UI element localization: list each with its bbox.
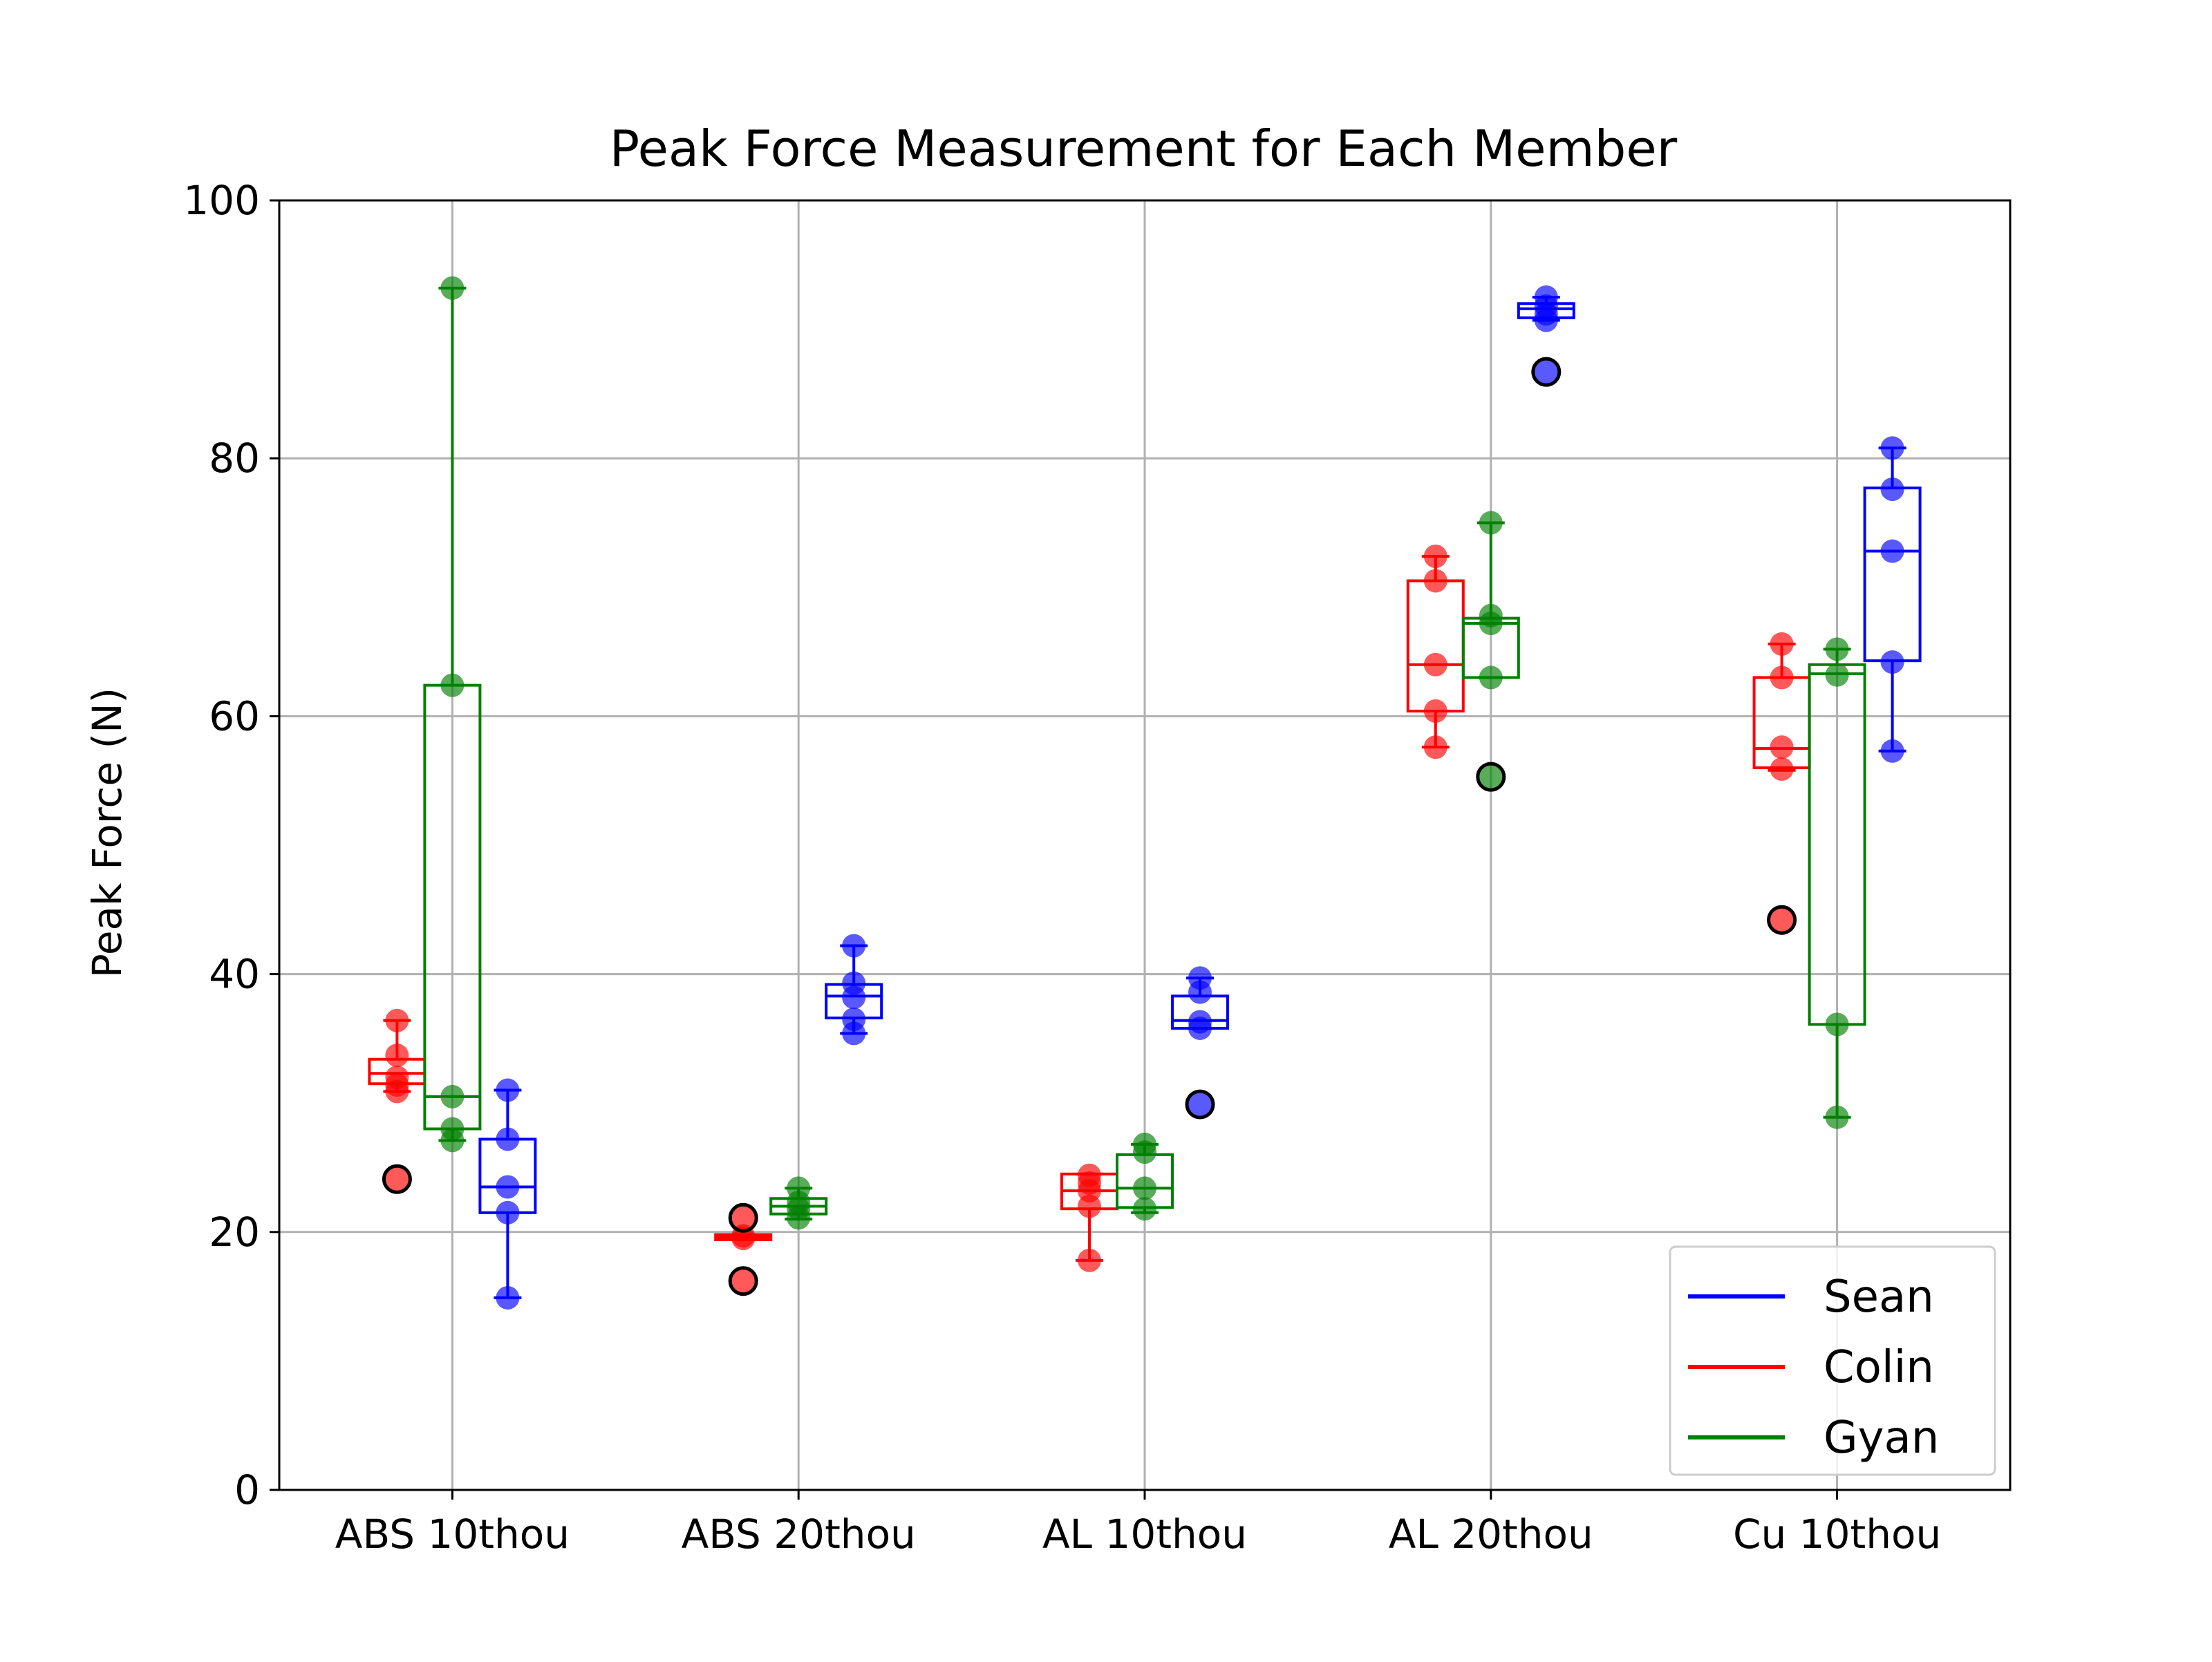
data-point bbox=[496, 1175, 520, 1199]
chart-title: Peak Force Measurement for Each Member bbox=[610, 120, 1678, 178]
legend-label-gyan: Gyan bbox=[1824, 1413, 1939, 1464]
data-point bbox=[1880, 436, 1904, 460]
box-group-gyan bbox=[1461, 511, 1520, 792]
outlier-point bbox=[1476, 762, 1506, 792]
data-point bbox=[1880, 539, 1904, 563]
data-point bbox=[385, 1073, 409, 1097]
outlier-point bbox=[1185, 1089, 1215, 1120]
legend-label-sean: Sean bbox=[1824, 1272, 1934, 1323]
y-tick-label: 0 bbox=[234, 1466, 260, 1513]
outlier-point bbox=[1531, 357, 1562, 387]
data-point bbox=[440, 276, 465, 300]
data-point bbox=[1880, 477, 1904, 501]
data-point bbox=[1825, 1012, 1849, 1037]
box-iqr bbox=[1406, 579, 1465, 712]
data-point bbox=[1479, 612, 1503, 636]
data-point bbox=[1133, 1176, 1156, 1200]
outlier-point bbox=[382, 1164, 412, 1194]
box-group-gyan bbox=[423, 276, 482, 1153]
data-point bbox=[1825, 663, 1849, 687]
data-point bbox=[1534, 308, 1558, 332]
box-group-sean bbox=[1863, 436, 1922, 763]
box-group-sean bbox=[1517, 285, 1575, 387]
box-group-sean bbox=[825, 934, 883, 1046]
data-point bbox=[1770, 735, 1794, 759]
box-group-gyan bbox=[1116, 1132, 1174, 1221]
data-point bbox=[496, 1200, 520, 1225]
box-group-colin bbox=[1406, 545, 1465, 759]
data-point bbox=[1078, 1248, 1101, 1272]
axes-layer: 0 20 40 60 80 100 ABS 10thou ABS 20thou AL 10tho… bbox=[183, 177, 2012, 1558]
data-point bbox=[440, 1129, 465, 1153]
data-point bbox=[1825, 1105, 1849, 1129]
data-point bbox=[1078, 1179, 1101, 1203]
outlier-point bbox=[728, 1202, 758, 1233]
box-group-colin bbox=[714, 1202, 773, 1296]
data-point bbox=[1423, 699, 1447, 723]
marks-layer bbox=[368, 276, 1922, 1310]
data-point bbox=[1770, 757, 1794, 781]
x-tick-label: Cu 10thou bbox=[1733, 1511, 1941, 1558]
y-tick-label: 100 bbox=[183, 177, 260, 224]
data-point bbox=[1188, 980, 1212, 1004]
data-point bbox=[385, 1044, 409, 1068]
data-point bbox=[496, 1127, 520, 1151]
x-tick-label: AL 10thou bbox=[1042, 1511, 1247, 1558]
y-tick-label: 20 bbox=[209, 1209, 260, 1256]
data-point bbox=[787, 1206, 811, 1230]
box-group-colin bbox=[1752, 632, 1811, 935]
y-tick-label: 60 bbox=[209, 692, 260, 739]
data-point bbox=[440, 673, 465, 697]
x-tick-label: AL 20thou bbox=[1389, 1511, 1593, 1558]
data-point bbox=[1479, 665, 1503, 690]
outlier-point bbox=[1767, 905, 1797, 935]
y-tick-label: 80 bbox=[209, 435, 260, 482]
box-group-gyan bbox=[769, 1176, 828, 1230]
data-point bbox=[496, 1285, 520, 1310]
data-point bbox=[842, 985, 866, 1010]
data-point bbox=[1479, 511, 1503, 535]
x-tick-label: ABS 10thou bbox=[335, 1511, 570, 1558]
data-point bbox=[1423, 545, 1447, 569]
data-point bbox=[1423, 569, 1447, 593]
box-group-colin bbox=[1060, 1163, 1118, 1272]
data-point bbox=[1133, 1140, 1156, 1164]
y-axis-label: Peak Force (N) bbox=[84, 688, 131, 978]
legend-box bbox=[1669, 1245, 1996, 1476]
data-point bbox=[842, 1021, 866, 1046]
legend: Sean Colin Gyan bbox=[1669, 1245, 1996, 1476]
data-point bbox=[1423, 652, 1447, 677]
data-point bbox=[1770, 632, 1794, 656]
data-point bbox=[496, 1078, 520, 1102]
legend-label-colin: Colin bbox=[1824, 1342, 1934, 1393]
data-point bbox=[385, 1008, 409, 1032]
outlier-point bbox=[728, 1266, 758, 1296]
x-tick-label: ABS 20thou bbox=[682, 1511, 916, 1558]
box-group-gyan bbox=[1808, 637, 1866, 1129]
box-group-sean bbox=[478, 1078, 537, 1310]
data-point bbox=[1423, 735, 1447, 759]
data-point bbox=[1880, 650, 1904, 674]
box-group-colin bbox=[368, 1008, 427, 1194]
data-point bbox=[1133, 1197, 1156, 1221]
data-point bbox=[1770, 665, 1794, 690]
data-point bbox=[1825, 637, 1849, 661]
data-point bbox=[842, 934, 866, 958]
y-tick-label: 40 bbox=[209, 951, 260, 998]
box-group-sean bbox=[1171, 966, 1229, 1120]
box-iqr bbox=[1863, 487, 1922, 663]
data-point bbox=[440, 1084, 465, 1108]
data-point bbox=[1880, 739, 1904, 763]
data-point bbox=[1188, 1016, 1212, 1040]
